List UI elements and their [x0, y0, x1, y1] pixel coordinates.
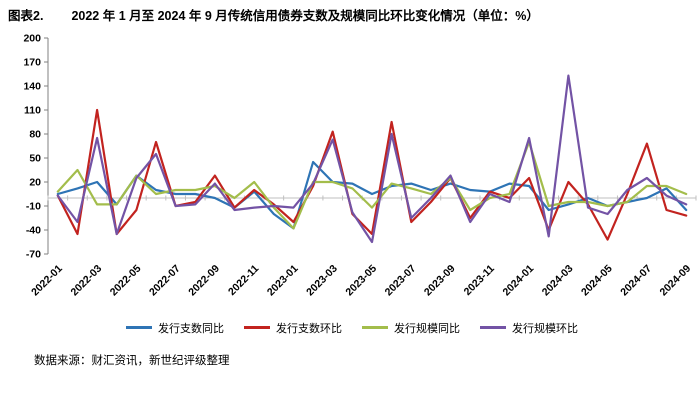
svg-text:2024-09: 2024-09: [658, 262, 694, 298]
data-source-note: 数据来源：财汇资讯，新世纪评级整理: [34, 354, 230, 367]
svg-text:2023-05: 2023-05: [343, 262, 379, 298]
legend-line-swatch: [244, 326, 270, 330]
svg-text:20: 20: [29, 176, 41, 188]
legend-item: 发行支数同比: [126, 320, 224, 336]
svg-text:2023-07: 2023-07: [383, 262, 419, 298]
legend-line-swatch: [126, 326, 152, 330]
svg-text:2024-07: 2024-07: [618, 262, 654, 298]
legend-label: 发行支数环比: [276, 322, 342, 335]
legend-label: 发行规模同比: [394, 322, 460, 335]
svg-text:2022-07: 2022-07: [147, 262, 183, 298]
svg-text:80: 80: [29, 128, 41, 140]
svg-text:2024-05: 2024-05: [579, 262, 615, 298]
chart-area: 200 170 140 110 80 50 20 -10 -40 -70 2022-01 2022-0…: [6, 28, 700, 320]
svg-text:50: 50: [29, 152, 41, 164]
svg-text:110: 110: [24, 104, 41, 116]
svg-text:2022-03: 2022-03: [68, 262, 104, 298]
svg-text:-70: -70: [26, 248, 41, 260]
legend-label: 发行规模环比: [512, 322, 578, 335]
svg-text:2023-09: 2023-09: [422, 262, 458, 298]
svg-text:2024-01: 2024-01: [500, 262, 536, 298]
legend-line-swatch: [362, 326, 388, 330]
svg-text:-10: -10: [26, 200, 41, 212]
svg-text:2022-01: 2022-01: [29, 262, 65, 298]
svg-text:2024-03: 2024-03: [540, 262, 576, 298]
figure-title-text: 2022 年 1 月至 2024 年 9 月传统信用债券支数及规模同比环比变化情…: [71, 9, 539, 23]
legend-label: 发行支数同比: [158, 322, 224, 335]
svg-text:2022-05: 2022-05: [108, 262, 144, 298]
svg-text:2022-11: 2022-11: [226, 262, 261, 297]
svg-text:2023-03: 2023-03: [304, 262, 340, 298]
svg-text:2023-01: 2023-01: [265, 262, 301, 298]
svg-text:170: 170: [23, 56, 41, 68]
svg-text:140: 140: [23, 80, 41, 92]
legend-item: 发行规模环比: [480, 320, 578, 336]
legend-line-swatch: [480, 326, 506, 330]
svg-text:-40: -40: [26, 224, 41, 236]
page-title: 图表2. 2022 年 1 月至 2024 年 9 月传统信用债券支数及规模同比…: [6, 6, 698, 28]
svg-text:200: 200: [23, 32, 41, 44]
figure-number: 图表2.: [8, 9, 44, 23]
chart-legend: 发行支数同比 发行支数环比 发行规模同比 发行规模环比: [6, 320, 698, 336]
legend-item: 发行规模同比: [362, 320, 460, 336]
legend-item: 发行支数环比: [244, 320, 342, 336]
svg-text:2022-09: 2022-09: [186, 262, 222, 298]
svg-text:2023-11: 2023-11: [462, 262, 497, 297]
